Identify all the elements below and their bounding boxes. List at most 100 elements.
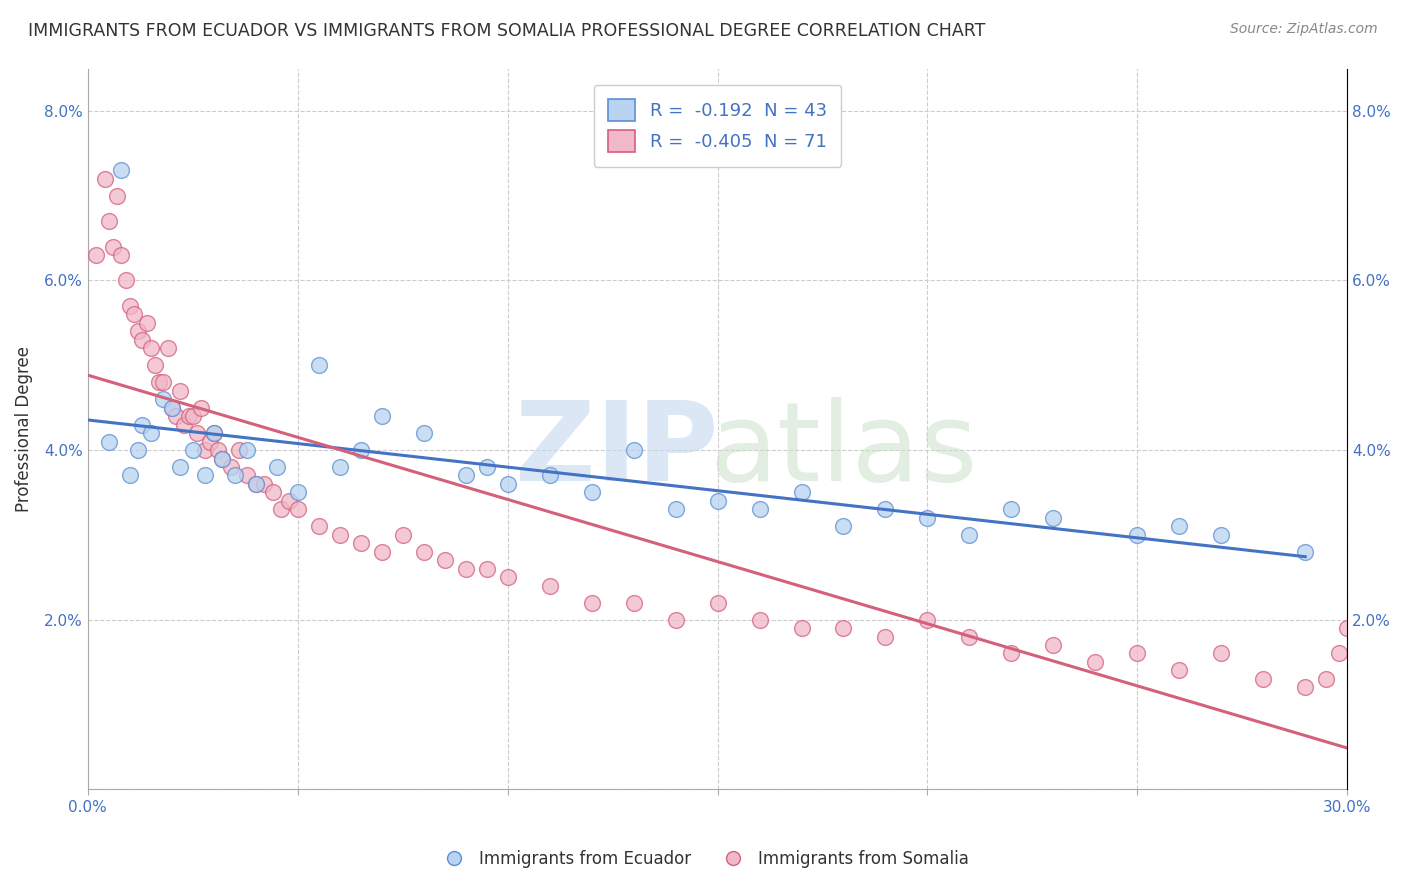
Point bbox=[84, 248, 107, 262]
Point bbox=[110, 163, 132, 178]
Y-axis label: Professional Degree: Professional Degree bbox=[15, 346, 32, 512]
Point bbox=[748, 613, 770, 627]
Point bbox=[1294, 545, 1316, 559]
Point bbox=[308, 519, 330, 533]
Point bbox=[207, 443, 229, 458]
Point bbox=[433, 553, 456, 567]
Point bbox=[169, 460, 191, 475]
Point bbox=[391, 528, 413, 542]
Point bbox=[287, 485, 309, 500]
Point bbox=[706, 596, 728, 610]
Point bbox=[538, 468, 561, 483]
Point bbox=[211, 451, 233, 466]
Point bbox=[152, 392, 174, 406]
Point bbox=[748, 502, 770, 516]
Point bbox=[165, 409, 187, 423]
Point bbox=[139, 341, 162, 355]
Point bbox=[959, 528, 981, 542]
Point bbox=[253, 477, 276, 491]
Point bbox=[198, 434, 221, 449]
Point bbox=[1327, 647, 1350, 661]
Point bbox=[370, 409, 392, 423]
Point bbox=[219, 460, 242, 475]
Point bbox=[190, 401, 212, 415]
Point bbox=[917, 613, 939, 627]
Point bbox=[169, 384, 191, 398]
Point bbox=[454, 562, 477, 576]
Point bbox=[1294, 681, 1316, 695]
Point bbox=[706, 494, 728, 508]
Point bbox=[194, 443, 217, 458]
Point bbox=[186, 426, 208, 441]
Point bbox=[1168, 519, 1191, 533]
Point bbox=[1000, 647, 1022, 661]
Point bbox=[224, 468, 246, 483]
Point bbox=[236, 468, 259, 483]
Point bbox=[211, 451, 233, 466]
Point bbox=[105, 188, 128, 202]
Point bbox=[110, 248, 132, 262]
Point bbox=[350, 536, 373, 550]
Point bbox=[131, 417, 153, 432]
Point bbox=[139, 426, 162, 441]
Point bbox=[496, 477, 519, 491]
Point bbox=[177, 409, 200, 423]
Point bbox=[581, 485, 603, 500]
Text: IMMIGRANTS FROM ECUADOR VS IMMIGRANTS FROM SOMALIA PROFESSIONAL DEGREE CORRELATI: IMMIGRANTS FROM ECUADOR VS IMMIGRANTS FR… bbox=[28, 22, 986, 40]
Point bbox=[143, 358, 166, 372]
Point bbox=[1168, 664, 1191, 678]
Point bbox=[181, 443, 204, 458]
Text: ZIP: ZIP bbox=[515, 397, 718, 504]
Point bbox=[152, 375, 174, 389]
Point bbox=[245, 477, 267, 491]
Text: Source: ZipAtlas.com: Source: ZipAtlas.com bbox=[1230, 22, 1378, 37]
Point bbox=[350, 443, 373, 458]
Point bbox=[101, 239, 124, 253]
Point bbox=[1042, 638, 1064, 652]
Point bbox=[475, 460, 498, 475]
Point bbox=[118, 468, 141, 483]
Point bbox=[329, 460, 352, 475]
Point bbox=[1126, 647, 1149, 661]
Point bbox=[664, 502, 686, 516]
Point bbox=[1042, 511, 1064, 525]
Point bbox=[790, 485, 813, 500]
Point bbox=[118, 299, 141, 313]
Point bbox=[156, 341, 179, 355]
Point bbox=[266, 460, 288, 475]
Point bbox=[97, 214, 120, 228]
Point bbox=[160, 401, 183, 415]
Point bbox=[122, 307, 145, 321]
Point bbox=[538, 579, 561, 593]
Point bbox=[148, 375, 170, 389]
Point bbox=[202, 426, 225, 441]
Point bbox=[790, 621, 813, 635]
Point bbox=[917, 511, 939, 525]
Point bbox=[278, 494, 301, 508]
Point bbox=[114, 273, 136, 287]
Point bbox=[131, 333, 153, 347]
Point bbox=[1000, 502, 1022, 516]
Point bbox=[581, 596, 603, 610]
Point bbox=[1315, 672, 1337, 686]
Point bbox=[1211, 647, 1233, 661]
Point bbox=[135, 316, 157, 330]
Point bbox=[454, 468, 477, 483]
Point bbox=[1253, 672, 1275, 686]
Point bbox=[97, 434, 120, 449]
Point bbox=[475, 562, 498, 576]
Point bbox=[1126, 528, 1149, 542]
Point bbox=[1211, 528, 1233, 542]
Point bbox=[496, 570, 519, 584]
Point bbox=[173, 417, 195, 432]
Point bbox=[370, 545, 392, 559]
Point bbox=[832, 519, 855, 533]
Point bbox=[245, 477, 267, 491]
Point bbox=[228, 443, 250, 458]
Point bbox=[412, 426, 434, 441]
Point bbox=[875, 502, 897, 516]
Point bbox=[194, 468, 217, 483]
Point bbox=[959, 630, 981, 644]
Point bbox=[664, 613, 686, 627]
Legend: Immigrants from Ecuador, Immigrants from Somalia: Immigrants from Ecuador, Immigrants from… bbox=[430, 844, 976, 875]
